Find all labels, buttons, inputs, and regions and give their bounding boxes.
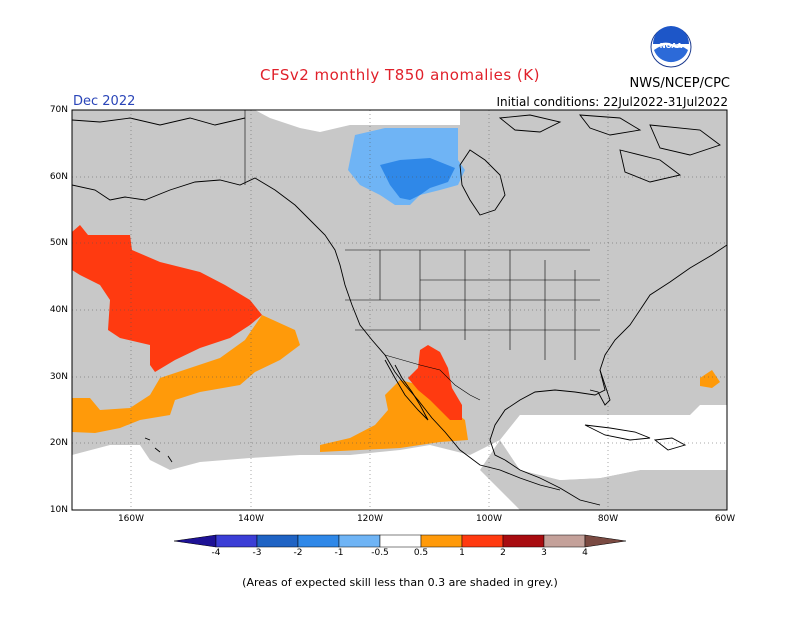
- legend-label: 4: [582, 548, 588, 558]
- y-tick-60n: 60N: [49, 172, 68, 182]
- x-tick-100w: 100W: [475, 514, 503, 524]
- positive-anomaly-red: [72, 225, 262, 372]
- graticule: [72, 110, 727, 510]
- forecast-month: Dec 2022: [73, 94, 136, 109]
- legend-swatch-neutral: [379, 534, 422, 548]
- color-legend: [174, 534, 626, 548]
- agency-label: NWS/NCEP/CPC: [629, 76, 730, 91]
- legend-label: -3: [252, 548, 262, 558]
- positive-anomaly-mexico-red: [408, 345, 462, 420]
- legend-swatch-05-1: [420, 534, 463, 548]
- legend-label: 0.5: [413, 548, 429, 558]
- map-frame: [71, 109, 728, 511]
- legend-swatch-1-2: [461, 534, 504, 548]
- logo-text: NOAA: [660, 42, 683, 50]
- legend-label: -4: [211, 548, 221, 558]
- skill-footnote: (Areas of expected skill less than 0.3 a…: [242, 576, 558, 589]
- y-tick-70n: 70N: [49, 105, 68, 115]
- x-tick-120w: 120W: [356, 514, 384, 524]
- x-tick-160w: 160W: [117, 514, 145, 524]
- legend-swatch-lt-4: [174, 534, 217, 548]
- x-tick-140w: 140W: [237, 514, 265, 524]
- negative-anomaly-medium: [380, 158, 455, 200]
- political-borders: [244, 110, 600, 401]
- legend-swatch-2-1: [297, 534, 340, 548]
- legend-label: 3: [541, 548, 547, 558]
- legend-swatch-1-05: [338, 534, 381, 548]
- legend-label: 1: [459, 548, 465, 558]
- legend-swatch-3-4: [543, 534, 586, 548]
- legend-swatch-3-2: [256, 534, 299, 548]
- y-tick-40n: 40N: [49, 305, 68, 315]
- y-tick-10n: 10N: [49, 505, 68, 515]
- legend-label: -0.5: [371, 548, 389, 558]
- x-tick-60w: 60W: [714, 514, 736, 524]
- legend-label: 2: [500, 548, 506, 558]
- y-tick-50n: 50N: [49, 238, 68, 248]
- positive-anomaly-orange: [72, 315, 300, 433]
- white-hole-east: [500, 415, 727, 480]
- legend-label: -2: [293, 548, 303, 558]
- legend-swatch-gt-4: [584, 534, 626, 548]
- coastlines: [72, 114, 727, 506]
- x-tick-80w: 80W: [597, 514, 619, 524]
- legend-swatch-4-3: [215, 534, 258, 548]
- noaa-logo-icon: NOAA: [650, 26, 692, 68]
- positive-anomaly-atlantic: [700, 370, 720, 388]
- grey-skill-region-gulf: [480, 440, 727, 510]
- map-title: CFSv2 monthly T850 anomalies (K): [260, 66, 540, 84]
- y-tick-20n: 20N: [49, 438, 68, 448]
- white-hole-north: [255, 110, 460, 132]
- legend-swatch-2-3: [502, 534, 545, 548]
- initial-conditions: Initial conditions: 22Jul2022-31Jul2022: [496, 95, 728, 109]
- legend-label: -1: [334, 548, 344, 558]
- y-tick-30n: 30N: [49, 372, 68, 382]
